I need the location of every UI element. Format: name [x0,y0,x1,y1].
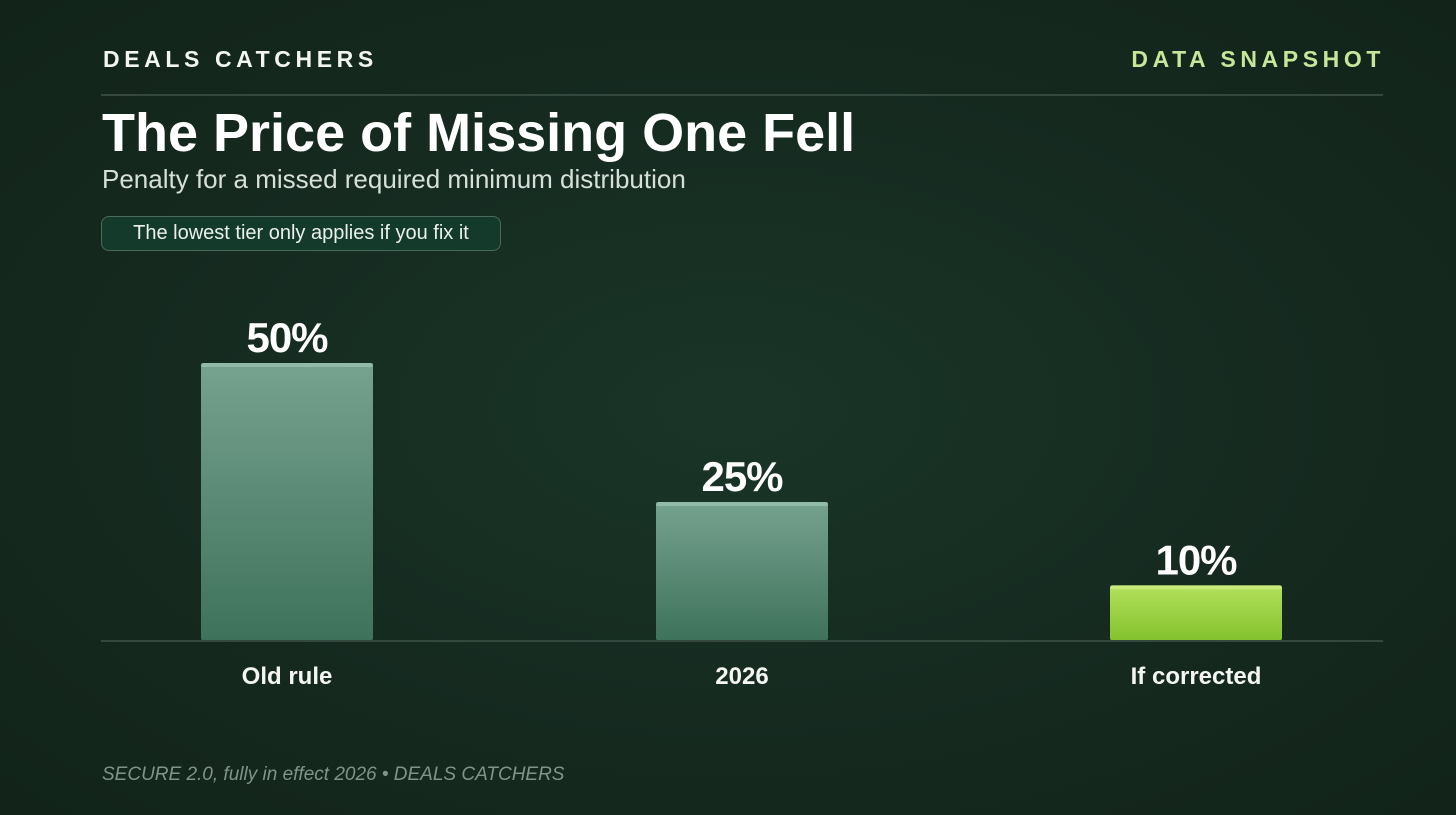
header-divider [101,94,1383,96]
bar-highlight-edge [1110,585,1282,590]
brand-name: DEALS CATCHERS [103,46,378,72]
value-label: 10% [1155,536,1237,583]
chart-subtitle: Penalty for a missed required minimum di… [102,164,686,194]
value-label: 25% [701,453,783,500]
source-footer: SECURE 2.0, fully in effect 2026 • DEALS… [102,764,565,785]
category-label: If corrected [1131,663,1262,690]
bar-highlight-edge [656,502,828,506]
bar-old-rule [201,363,373,641]
bar-2026 [656,502,828,641]
callout-badge: The lowest tier only applies if you fix … [101,216,501,251]
chart-title: The Price of Missing One Fell [102,103,856,163]
category-label: Old rule [242,663,333,690]
bar-highlight-edge [201,363,373,367]
bar-if-corrected [1110,585,1282,641]
section-tag: DATA SNAPSHOT [1131,46,1385,72]
value-label: 50% [246,314,328,361]
category-label: 2026 [715,663,768,690]
